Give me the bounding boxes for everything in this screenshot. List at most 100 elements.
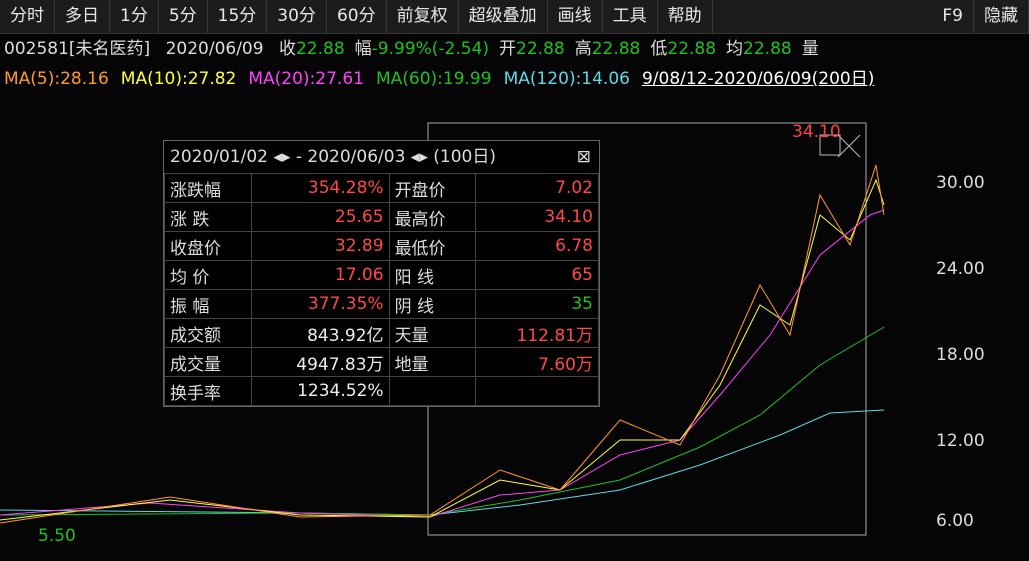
toolbar-button[interactable]: 15分 bbox=[208, 0, 268, 33]
axis-label: 18.00 bbox=[936, 345, 985, 365]
ma-label: MA(5):28.16 bbox=[4, 69, 109, 89]
ma-label: MA(120):14.06 bbox=[503, 69, 630, 89]
toolbar-button[interactable]: 工具 bbox=[603, 0, 658, 33]
info-bar: 002581[未名医药] 2020/06/09 收22.88 幅-9.99%(-2… bbox=[4, 35, 829, 63]
info-field: 量 bbox=[802, 39, 819, 59]
days: (100日) bbox=[433, 147, 496, 167]
toolbar-button[interactable]: 画线 bbox=[548, 0, 603, 33]
high-label: 34.10 bbox=[792, 122, 841, 142]
toolbar-button[interactable]: 前复权 bbox=[387, 0, 459, 33]
stat-value: 377.35% bbox=[250, 289, 390, 319]
stats-row: 均 价 17.06 阳 线 65 bbox=[164, 260, 599, 290]
ma5-line bbox=[0, 164, 885, 524]
stat-value: 112.81万 bbox=[475, 318, 599, 348]
field-label: 幅 bbox=[354, 39, 372, 59]
stat-label: 均 价 bbox=[164, 260, 252, 290]
toolbar-button[interactable]: F9 bbox=[932, 0, 974, 33]
toolbar-button[interactable]: 超级叠加 bbox=[459, 0, 548, 33]
field-label: 均 bbox=[726, 39, 744, 59]
ma-label: MA(60):19.99 bbox=[375, 69, 492, 89]
stat-value: 17.06 bbox=[250, 260, 390, 290]
stat-label: 成交量 bbox=[164, 347, 252, 377]
info-field: 幅-9.99%(-2.54) bbox=[355, 39, 489, 59]
field-value: 22.88 bbox=[516, 39, 565, 59]
axis-label: 12.00 bbox=[936, 431, 985, 451]
ma-label: MA(10):27.82 bbox=[120, 69, 237, 89]
stat-label: 最高价 bbox=[388, 202, 477, 232]
stats-row: 振 幅 377.35% 阴 线 35 bbox=[164, 289, 599, 319]
field-label: 量 bbox=[801, 39, 819, 59]
field-value: 22.88 bbox=[591, 39, 641, 59]
stat-value: 7.02 bbox=[475, 173, 599, 203]
stat-label: 最低价 bbox=[388, 231, 477, 261]
toolbar: 分时 多日 1分 5分 15分 30分 60分 前复权 超级叠加 画线 工具 帮助 F9 隐藏 bbox=[0, 0, 1029, 34]
start-date: 2020/01/02 bbox=[170, 147, 268, 167]
stat-label: 换手率 bbox=[164, 376, 252, 406]
stat-value: 843.92亿 bbox=[250, 318, 390, 348]
code: 002581[未名医药] bbox=[4, 39, 151, 59]
stat-label: 地量 bbox=[388, 347, 477, 377]
stat-label: 阴 线 bbox=[388, 289, 477, 319]
stat-value: 7.60万 bbox=[475, 347, 599, 377]
stat-label: 成交额 bbox=[164, 318, 252, 348]
low-label: 5.50 bbox=[38, 526, 76, 546]
ma-label: MA(20):27.61 bbox=[248, 69, 364, 89]
stats-row: 换手率 1234.52% bbox=[164, 376, 599, 406]
range-label: 9/08/12-2020/06/09(200日) bbox=[641, 69, 875, 89]
toolbar-button[interactable]: 多日 bbox=[55, 0, 110, 33]
info-field: 开22.88 bbox=[499, 39, 565, 59]
ma120-line bbox=[0, 409, 885, 516]
end-date: - 2020/06/03 bbox=[295, 147, 406, 167]
info-field: 均22.88 bbox=[726, 39, 792, 59]
stats-row: 涨 跌 25.65 最高价 34.10 bbox=[164, 202, 599, 232]
axis-label: 6.00 bbox=[936, 511, 974, 531]
date: 2020/06/09 bbox=[165, 39, 264, 59]
stat-value: 1234.52% bbox=[250, 376, 390, 406]
stat-label: 阳 线 bbox=[388, 260, 477, 290]
toolbar-button[interactable]: 帮助 bbox=[658, 0, 713, 33]
stat-value: 6.78 bbox=[475, 231, 599, 261]
toolbar-button[interactable]: 1分 bbox=[110, 0, 159, 33]
stat-label: 收盘价 bbox=[164, 231, 252, 261]
field-label: 低 bbox=[650, 39, 668, 59]
chart bbox=[0, 122, 885, 536]
field-value: 22.88 bbox=[743, 39, 792, 59]
toolbar-button[interactable]: 60分 bbox=[327, 0, 387, 33]
stat-value: 34.10 bbox=[475, 202, 599, 232]
stats-row: 涨跌幅 354.28% 开盘价 7.02 bbox=[164, 173, 599, 203]
ma60-line bbox=[0, 326, 885, 516]
stats-row: 收盘价 32.89 最低价 6.78 bbox=[164, 231, 599, 261]
stat-label: 开盘价 bbox=[388, 173, 477, 203]
axis-label: 24.00 bbox=[936, 259, 985, 279]
info-field: 高22.88 bbox=[575, 39, 641, 59]
stats-row: 成交额 843.92亿 天量 112.81万 bbox=[164, 318, 599, 348]
field-label: 高 bbox=[574, 39, 592, 59]
stat-value: 354.28% bbox=[250, 173, 390, 203]
axis-label: 30.00 bbox=[936, 173, 985, 193]
stat-label: 天量 bbox=[388, 318, 477, 348]
stat-label: 振 幅 bbox=[164, 289, 252, 319]
info-field: 低22.88 bbox=[650, 39, 716, 59]
toolbar-button[interactable]: 5分 bbox=[159, 0, 208, 33]
stats-row: 成交量 4947.83万 地量 7.60万 bbox=[164, 347, 599, 377]
stat-label: 涨 跌 bbox=[164, 202, 252, 232]
stat-label: 涨跌幅 bbox=[164, 173, 252, 203]
close-icons bbox=[819, 134, 861, 158]
stat-value: 65 bbox=[475, 260, 599, 290]
toolbar-button[interactable]: 30分 bbox=[267, 0, 327, 33]
info-field: 收22.88 bbox=[279, 39, 345, 59]
stat-value: 25.65 bbox=[250, 202, 390, 232]
field-value: 22.88 bbox=[295, 39, 345, 59]
field-value: 22.88 bbox=[667, 39, 717, 59]
toolbar-button[interactable]: 分时 bbox=[0, 0, 55, 33]
field-label: 收 bbox=[278, 39, 296, 59]
stat-value: 35 bbox=[475, 289, 599, 319]
toolbar-button[interactable]: 隐藏 bbox=[974, 0, 1029, 33]
ma-bar: MA(5):28.16 MA(10):27.82 MA(20):27.61 MA(60… bbox=[4, 64, 886, 94]
stats-panel: 2020/01/02 ◂▸ - 2020/06/03 ◂▸ (100日) ⊠ 涨… bbox=[163, 140, 600, 407]
ma10-line bbox=[0, 178, 885, 521]
stat-value bbox=[475, 376, 599, 406]
stat-value: 4947.83万 bbox=[250, 347, 390, 377]
field-label: 开 bbox=[499, 39, 517, 59]
stat-label bbox=[388, 376, 477, 406]
